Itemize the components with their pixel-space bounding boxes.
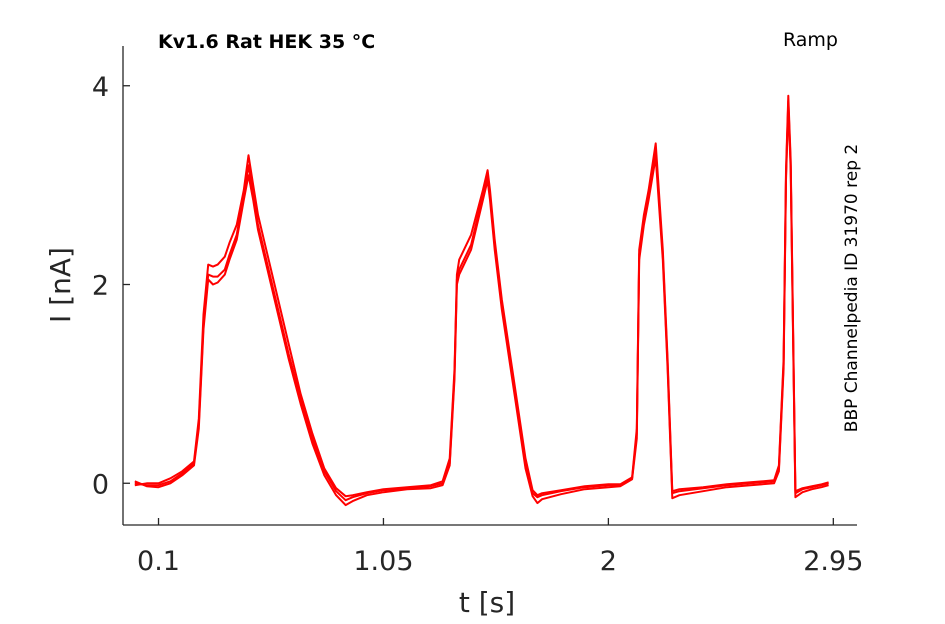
y-ticks: 0 2 4 [92,72,130,500]
y-tick-label: 0 [92,469,109,500]
protocol-label: Ramp [783,29,838,51]
source-label: BBP Channelpedia ID 31970 rep 2 [842,144,862,432]
current-trace-3 [134,104,829,507]
current-trace-1 [134,99,829,502]
x-axis-label: t [s] [459,586,515,619]
x-tick-label: 0.1 [137,546,180,577]
x-tick-label: 2 [600,546,617,577]
chart-title: Kv1.6 Rat HEK 35 °C [158,31,375,53]
plot-series [134,94,829,507]
x-tick-label: 2.95 [803,546,863,577]
current-trace-2 [134,94,829,498]
y-tick-label: 4 [92,72,109,103]
x-tick-label: 1.05 [353,546,413,577]
y-tick-label: 2 [92,271,109,302]
x-ticks: 0.1 1.05 2 2.95 [137,518,863,577]
y-axis-label: I [nA] [44,247,77,323]
